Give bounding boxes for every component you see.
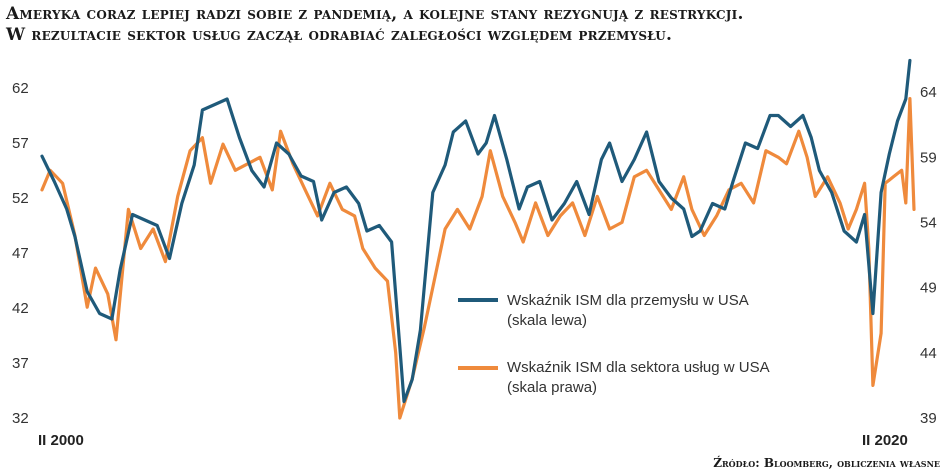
chart-title-line2: W rezultacie sektor usług zaczął odrabia… [6, 25, 673, 45]
y-left-axis: 32 37 42 47 52 57 62 [12, 80, 29, 427]
chart-title-line1: Ameryka coraz lepiej radzi sobie z pande… [6, 4, 744, 24]
series-line-manufacturing [40, 58, 912, 404]
y-right-tick-label: 59 [920, 149, 937, 166]
x-tick-label-start: II 2000 [38, 432, 84, 449]
y-right-tick-label: 44 [920, 345, 937, 362]
y-left-tick-label: 47 [12, 245, 29, 262]
y-left-tick-label: 57 [12, 135, 29, 152]
y-right-tick-label: 49 [920, 280, 937, 297]
series-line-services [40, 97, 916, 420]
legend-sublabel-services: (skala prawa) [507, 379, 597, 396]
y-right-tick-label: 64 [920, 84, 937, 101]
legend-sublabel-manufacturing: (skala lewa) [507, 312, 587, 329]
legend: Wskaźnik ISM dla przemysłu w USA (skala … [458, 292, 770, 396]
y-left-tick-label: 32 [12, 410, 29, 427]
legend-label-services: Wskaźnik ISM dla sektora usług w USA [507, 359, 770, 376]
y-right-tick-label: 39 [920, 410, 937, 427]
plot-area [40, 58, 916, 420]
y-left-tick-label: 42 [12, 300, 29, 317]
legend-label-manufacturing: Wskaźnik ISM dla przemysłu w USA [507, 292, 749, 309]
y-left-tick-label: 62 [12, 80, 29, 97]
source-note: Źródło: Bloomberg, obliczenia własne [713, 456, 940, 470]
chart-title: Ameryka coraz lepiej radzi sobie z pande… [6, 4, 942, 46]
y-right-axis: 39 44 49 54 59 64 [920, 84, 937, 427]
x-axis: II 2000 II 2020 [38, 432, 908, 449]
y-left-tick-label: 37 [12, 355, 29, 372]
y-right-tick-label: 54 [920, 214, 937, 231]
y-left-tick-label: 52 [12, 190, 29, 207]
x-tick-label-end: II 2020 [862, 432, 908, 449]
